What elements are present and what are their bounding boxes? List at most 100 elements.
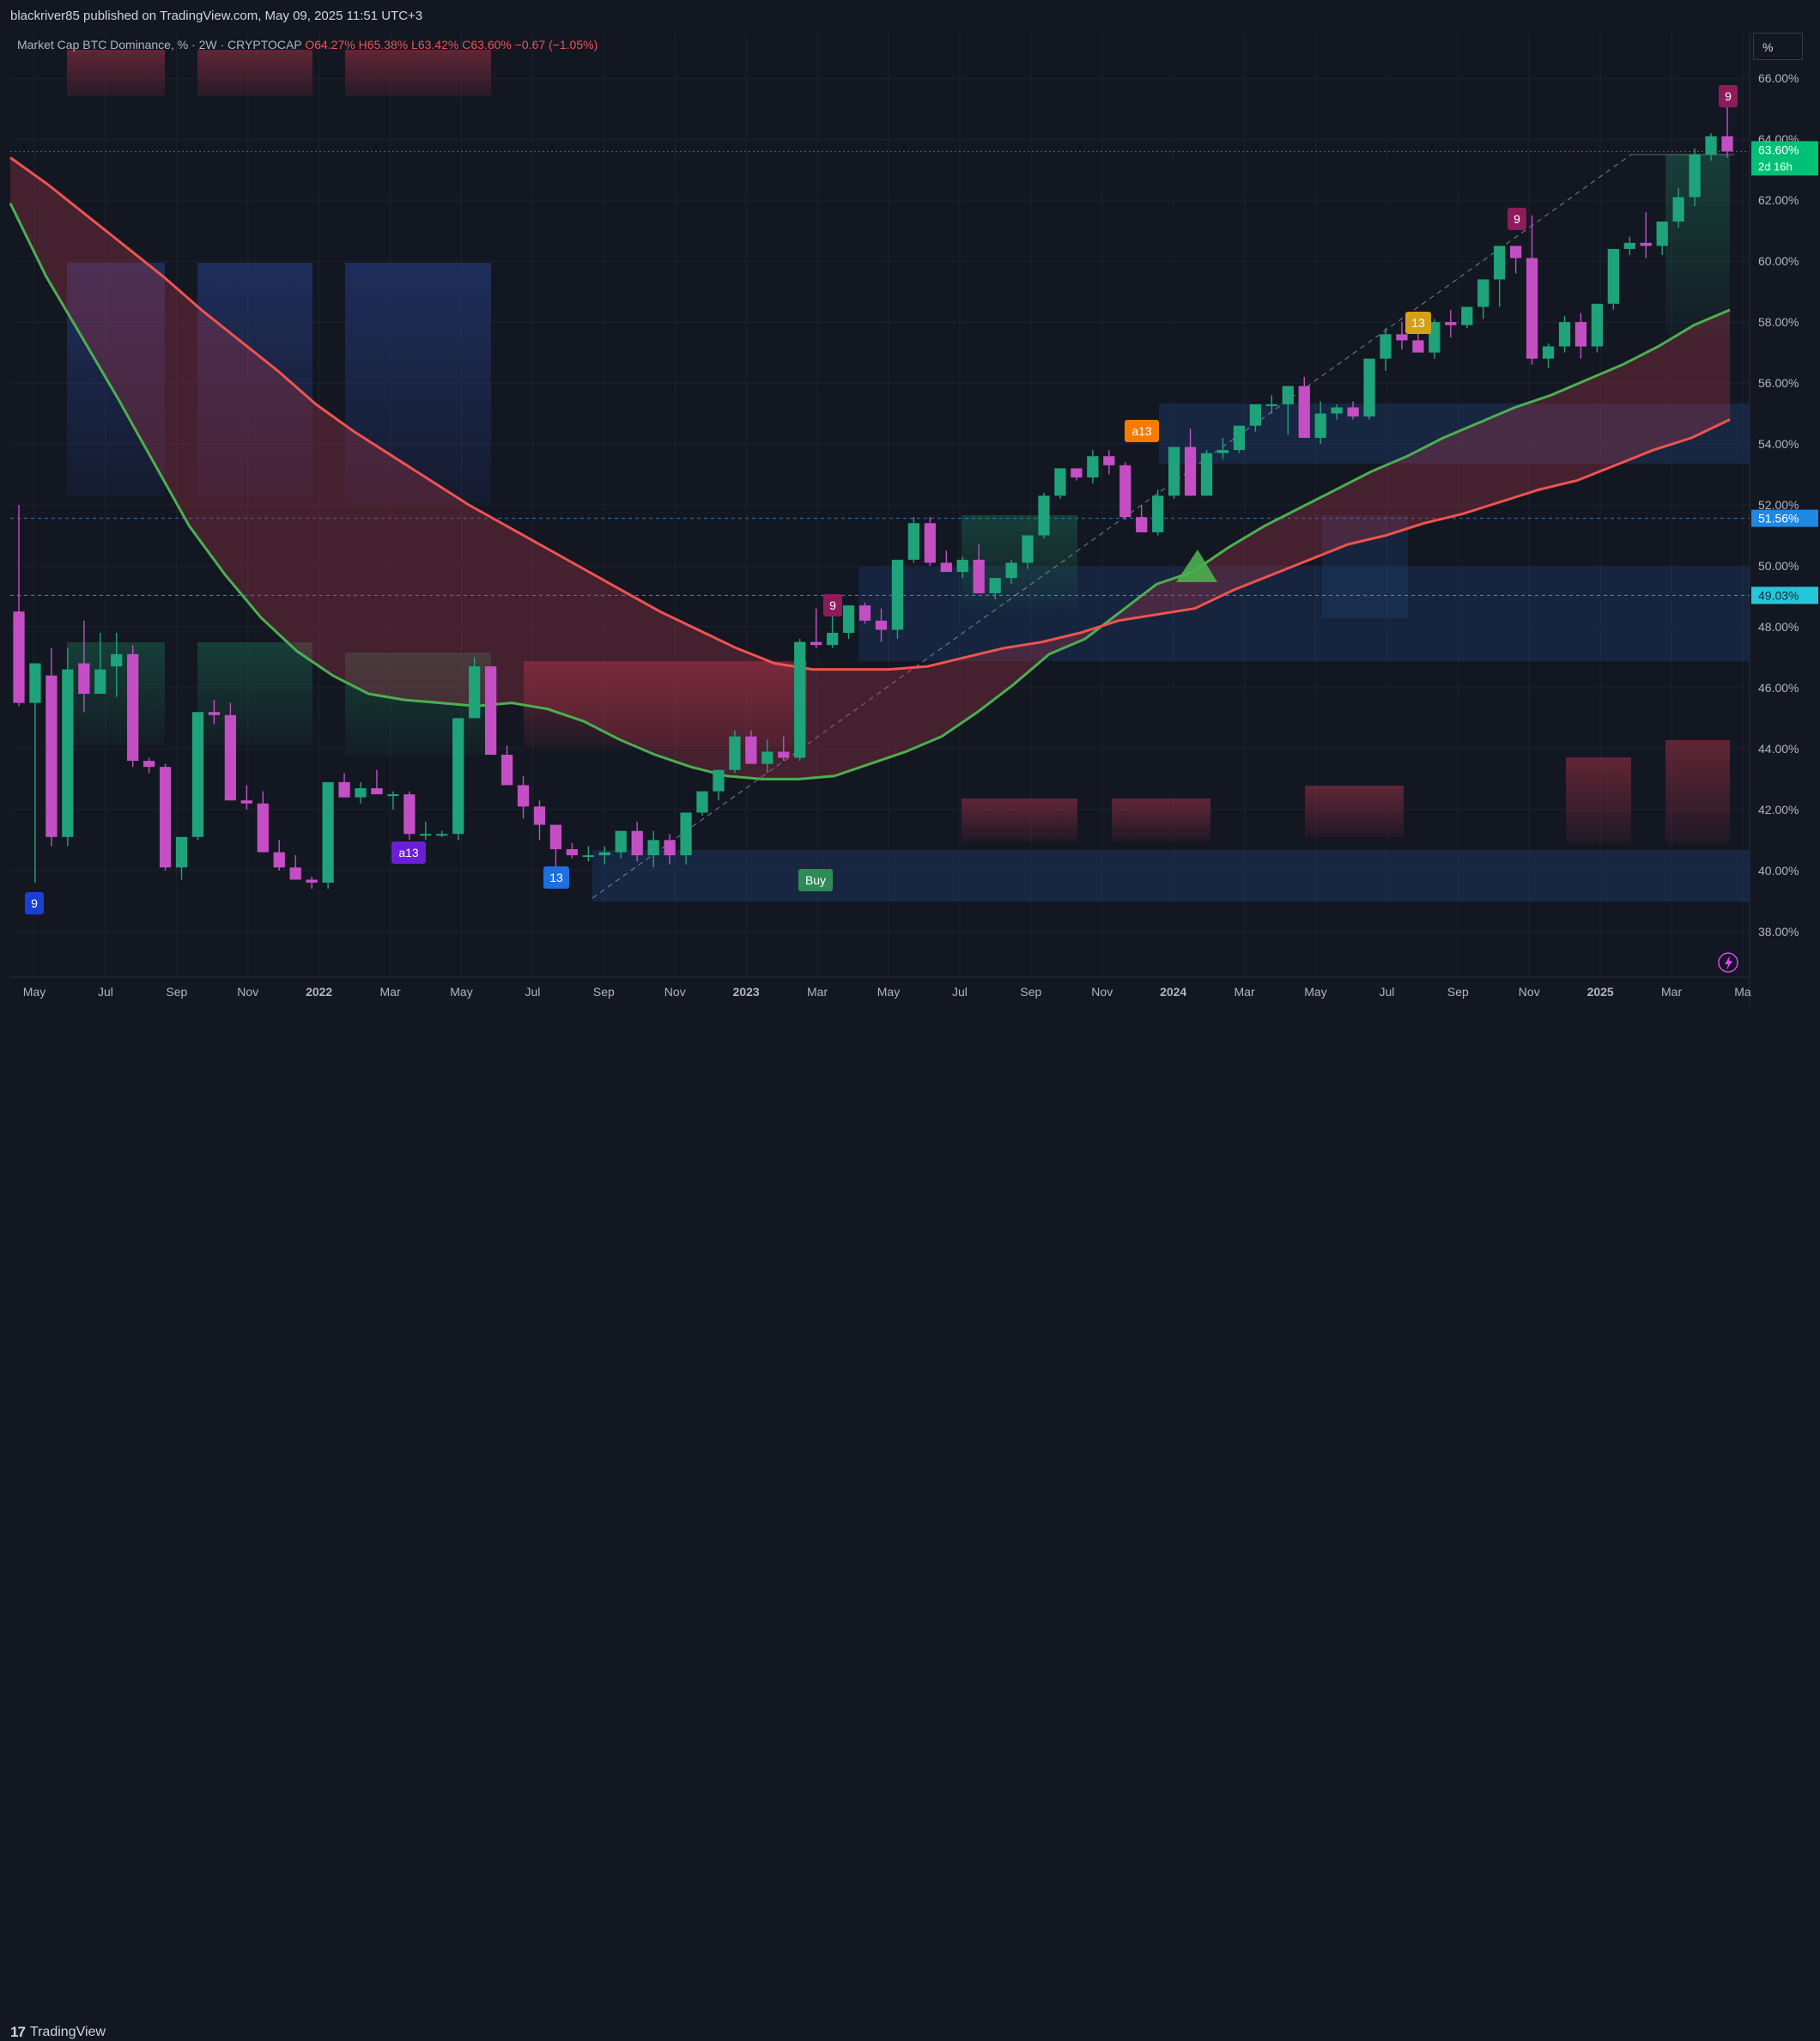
candle: [1396, 322, 1408, 350]
candle: [159, 763, 172, 871]
candle-body: [826, 633, 839, 646]
price-tick-label: 46.00%: [1758, 681, 1799, 695]
signal-label: 9: [823, 594, 842, 617]
candle-body: [1071, 468, 1083, 478]
candle: [175, 836, 188, 880]
candle: [989, 578, 1001, 599]
symbol-legend: Market Cap BTC Dominance, % · 2W · CRYPT…: [17, 38, 598, 52]
candle: [680, 812, 692, 865]
candle-body: [127, 653, 139, 762]
candle: [1265, 395, 1277, 414]
candle-body: [549, 824, 562, 849]
tradingview-brand[interactable]: 17 TradingView: [10, 2024, 106, 2041]
candle-body: [371, 788, 383, 795]
candle-body: [46, 675, 58, 837]
candle-body: [1184, 446, 1197, 496]
price-tick-label: 40.00%: [1758, 864, 1799, 878]
zone-blue: [67, 263, 165, 496]
candle: [500, 745, 513, 786]
candle: [355, 781, 367, 804]
candle-body: [484, 666, 497, 755]
candle-body: [810, 641, 822, 646]
signal-label: 13: [1405, 312, 1431, 334]
candle: [403, 791, 416, 841]
level-high-label-bg: [1751, 509, 1818, 527]
candle-body: [1216, 450, 1229, 453]
signal-badge: [1508, 208, 1526, 230]
candle: [46, 647, 58, 847]
time-tick-label: Nov: [1519, 985, 1540, 999]
time-tick-label: Jul: [1379, 985, 1394, 999]
candle-body: [224, 714, 237, 801]
candle: [1119, 462, 1131, 520]
candle: [1574, 313, 1587, 359]
candle-body: [858, 605, 871, 621]
candle-body: [1363, 358, 1375, 417]
candle: [338, 773, 350, 798]
candle: [533, 800, 546, 841]
candle: [240, 785, 252, 810]
ohlc-low: L63.42%: [411, 38, 459, 52]
candle: [111, 633, 123, 697]
candle: [420, 822, 432, 841]
candle: [858, 602, 871, 624]
signal-text: Buy: [805, 873, 826, 887]
candle: [956, 556, 968, 579]
candle: [257, 791, 269, 853]
candle-body: [355, 788, 367, 798]
candle-body: [875, 620, 888, 630]
time-tick-label: 2025: [1587, 985, 1614, 999]
candle: [1461, 307, 1473, 329]
candle-body: [469, 666, 481, 719]
candle-body: [1136, 517, 1148, 532]
ohlc-change: −0.67 (−1.05%): [514, 38, 598, 52]
candle-body: [289, 867, 301, 880]
time-tick-label: Jul: [525, 985, 540, 999]
candle-body: [1103, 456, 1115, 465]
candle-body: [78, 663, 90, 694]
time-tick-label: Jul: [98, 985, 113, 999]
candle: [1054, 468, 1066, 499]
candle-body: [436, 834, 448, 836]
percent-scale-button[interactable]: %: [1753, 33, 1803, 60]
tradingview-logo: 17: [10, 2024, 26, 2040]
signal-label: a13: [391, 841, 426, 864]
trend-line: [592, 154, 1632, 899]
signals: 9 a13 13 Buy 9 a13 13 9 9: [25, 85, 1738, 914]
candle-body: [1591, 303, 1604, 347]
signal-badge: [798, 869, 833, 891]
candle: [191, 712, 204, 841]
candle: [598, 846, 610, 865]
candle: [647, 830, 659, 868]
candle: [1233, 425, 1246, 453]
candle-body: [1477, 279, 1489, 307]
zone-red: [524, 661, 807, 747]
candle-body: [1087, 456, 1099, 478]
signal-label: 13: [543, 866, 569, 889]
candle-body: [1705, 136, 1717, 155]
countdown-label: 2d 16h: [1758, 160, 1793, 173]
candle: [1494, 246, 1506, 307]
signal-text: 9: [1725, 89, 1732, 103]
candle: [469, 657, 481, 719]
candle-body: [891, 559, 904, 630]
time-tick-label: Jul: [952, 985, 968, 999]
candle: [1331, 404, 1343, 420]
signal-label: Buy: [798, 869, 833, 891]
candle: [1477, 279, 1489, 319]
price-axis-labels: 66.00%64.00%62.00%60.00%58.00%56.00%54.0…: [1751, 71, 1818, 938]
time-tick-label: Nov: [664, 985, 686, 999]
signal-text: 13: [549, 871, 563, 884]
candle-body: [664, 840, 676, 856]
ohlc-high: H65.38%: [358, 38, 409, 52]
time-tick-label: Sep: [1020, 985, 1041, 999]
time-tick-label: Sep: [593, 985, 615, 999]
signal-text: 9: [1514, 212, 1520, 226]
candle-body: [1640, 242, 1652, 246]
signal-text: 9: [31, 896, 38, 910]
price-tick-label: 60.00%: [1758, 254, 1799, 268]
candle-body: [1282, 386, 1294, 404]
price-tick-label: 44.00%: [1758, 742, 1799, 756]
lightning-icon[interactable]: [1718, 952, 1738, 973]
